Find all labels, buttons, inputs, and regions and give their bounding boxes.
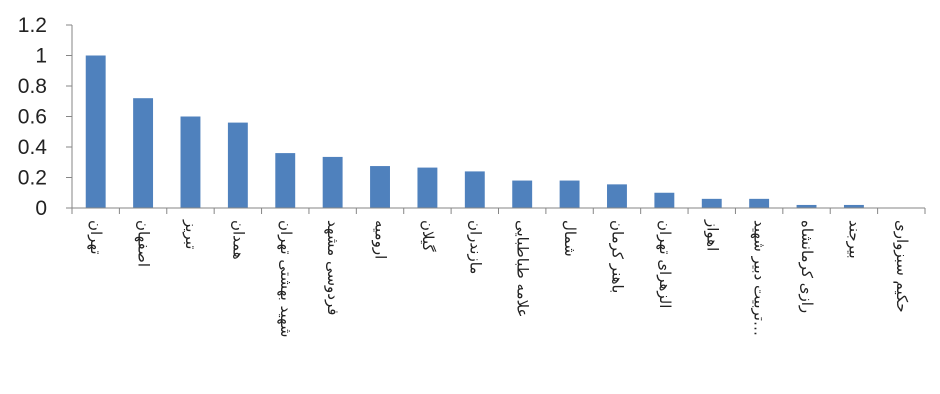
x-category-label: همدان	[229, 220, 247, 260]
x-category-label: علامه طباطبایی	[514, 220, 532, 318]
y-tick-label: 1	[35, 45, 47, 68]
x-category-label: شهید بهشتی تهران	[277, 220, 295, 337]
x-category-label: حکیم سبزواری	[893, 220, 911, 313]
x-category-label: ارومیه	[372, 220, 390, 259]
y-tick-label: 1.2	[18, 14, 47, 37]
y-tick-label: 0.6	[18, 106, 47, 129]
x-category-label: باهنر کرمان	[608, 220, 626, 293]
bar	[227, 122, 248, 208]
x-category-label: الزهرای تهران	[656, 220, 674, 308]
y-tick-label: 0.4	[18, 136, 48, 159]
bar	[370, 166, 390, 208]
bar	[512, 180, 533, 208]
y-tick-label: 0	[35, 197, 47, 220]
x-category-label: تهران	[87, 220, 105, 255]
x-axis: تهران اصفهان تبریز همدان شهید بهشتی تهران فرد…	[71, 207, 926, 337]
x-category-label: مازندران	[466, 220, 484, 274]
bars	[85, 55, 864, 208]
y-axis: 0 0.2 0.4 0.6 0.8 1 1.2	[18, 14, 73, 220]
x-category-label: تربیت دبیر شهید…	[751, 220, 769, 336]
x-category-label: اصفهان	[135, 220, 153, 267]
bar	[607, 184, 627, 208]
bar	[701, 198, 722, 208]
bar	[464, 171, 485, 208]
bar	[180, 116, 201, 208]
bar	[559, 180, 580, 208]
bar	[322, 156, 343, 208]
bar	[85, 55, 106, 208]
bar	[275, 153, 296, 208]
x-category-label: بیرجند	[845, 220, 863, 259]
bar	[133, 98, 154, 208]
x-category-label: گیلان	[419, 220, 437, 252]
x-category-label: فردوسی مشهد	[324, 220, 342, 315]
bar	[654, 192, 675, 208]
x-category-label: اهواز	[703, 219, 721, 251]
y-tick-label: 0.8	[18, 75, 47, 98]
x-category-label: تبریز	[182, 219, 200, 249]
y-tick-label: 0.2	[18, 167, 47, 190]
bar	[843, 204, 864, 208]
bar	[796, 204, 817, 208]
x-category-label: رازی کرمانشاه	[798, 220, 816, 313]
bar	[417, 167, 438, 208]
x-category-label: شمال	[561, 220, 579, 257]
bar	[749, 198, 770, 208]
